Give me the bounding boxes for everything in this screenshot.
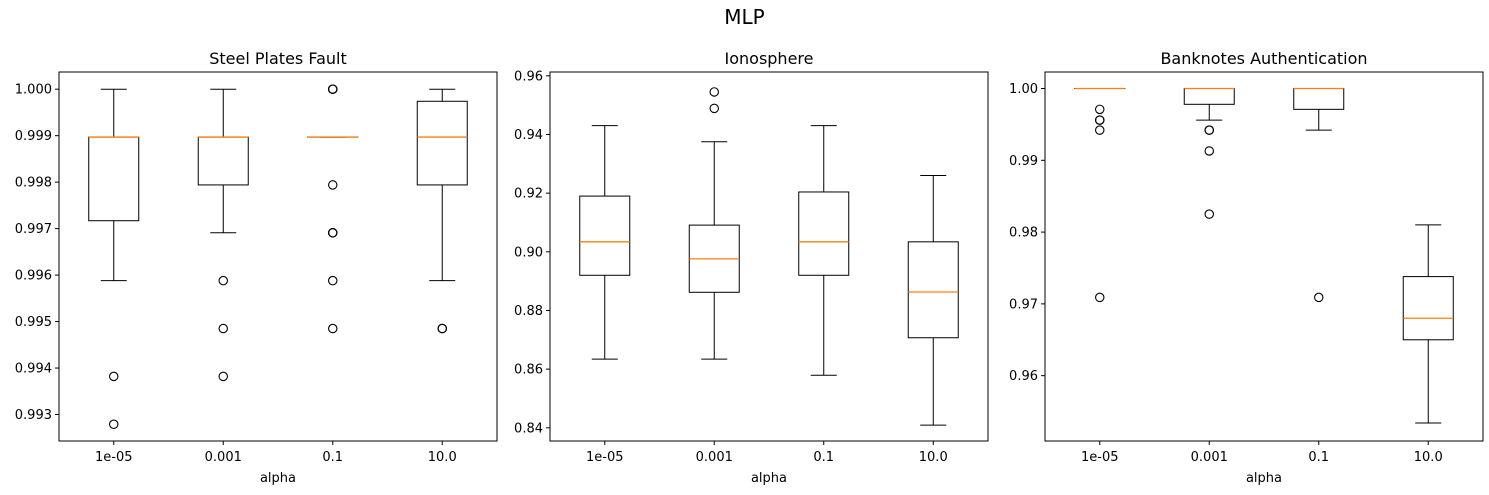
x-tick-label: 10.0 xyxy=(428,450,457,465)
iqr-box xyxy=(1293,88,1345,110)
figure-suptitle: MLP xyxy=(724,5,765,29)
flier-point xyxy=(1204,146,1215,156)
x-tick-label: 0.001 xyxy=(696,450,733,465)
flier-point xyxy=(1204,209,1215,219)
x-tick-label: 1e-05 xyxy=(95,450,133,465)
box-0.001 xyxy=(197,88,249,382)
flier-point xyxy=(327,228,338,238)
box-0.1 xyxy=(798,125,850,376)
flier-point xyxy=(1095,115,1105,125)
iqr-box xyxy=(579,195,631,276)
iqr-box xyxy=(1402,276,1454,341)
flier-point xyxy=(1314,292,1324,303)
flier-point xyxy=(327,323,338,334)
axes-frame xyxy=(549,71,989,442)
axes-frame xyxy=(1044,71,1484,442)
axes-frame xyxy=(58,71,498,442)
box-1e-05 xyxy=(1074,87,1126,303)
x-tick-label: 0.001 xyxy=(1191,450,1228,465)
y-tick-label: 0.998 xyxy=(15,176,52,191)
flier-point xyxy=(327,84,338,94)
x-tick-label: 1e-05 xyxy=(1081,450,1119,465)
y-tick-label: 0.995 xyxy=(15,315,52,330)
y-tick-label: 0.96 xyxy=(514,69,543,84)
y-tick-label: 0.90 xyxy=(514,245,543,260)
panel-title: Steel Plates Fault xyxy=(209,49,346,68)
x-tick-label: 1e-05 xyxy=(586,450,624,465)
y-tick-label: 0.94 xyxy=(514,128,543,143)
flier-point xyxy=(327,180,338,190)
x-tick-label: 10.0 xyxy=(1414,450,1443,465)
y-tick-label: 0.999 xyxy=(15,129,52,144)
box-0.1 xyxy=(307,84,359,334)
flier-point xyxy=(1095,104,1105,115)
iqr-box xyxy=(197,136,249,186)
box-10.0 xyxy=(1402,224,1454,424)
iqr-box xyxy=(88,136,140,222)
flier-point xyxy=(327,275,338,286)
box-10.0 xyxy=(416,88,468,334)
y-tick-label: 0.99 xyxy=(1009,154,1038,169)
y-tick-label: 0.98 xyxy=(1009,226,1038,241)
panel-title: Banknotes Authentication xyxy=(1160,49,1367,68)
y-tick-label: 0.86 xyxy=(514,363,543,378)
x-axis-label: alpha xyxy=(1246,471,1282,486)
y-tick-label: 0.88 xyxy=(514,304,543,319)
flier-point xyxy=(218,371,229,382)
chart-panel-3: Banknotes Authentication 0.96 0.97 0.98 0.99… xyxy=(1009,49,1484,486)
flier-point xyxy=(109,419,119,430)
flier-point xyxy=(1095,292,1105,303)
box-0.001 xyxy=(1183,87,1235,219)
x-tick-label: 0.1 xyxy=(813,450,834,465)
box-0.001 xyxy=(688,87,740,360)
iqr-box xyxy=(907,241,959,339)
iqr-box xyxy=(1183,88,1235,105)
chart-panel-2: Ionosphere 0.84 0.86 0.88 0.90 0.92 0.94 0.96 1e… xyxy=(514,49,989,486)
y-tick-label: 0.996 xyxy=(15,269,52,284)
y-tick-label: 0.92 xyxy=(514,187,543,202)
y-tick-label: 0.96 xyxy=(1009,369,1038,384)
x-tick-label: 0.1 xyxy=(322,450,343,465)
box-0.1 xyxy=(1293,87,1345,303)
flier-point xyxy=(218,275,229,286)
box-1e-05 xyxy=(88,88,140,430)
y-tick-label: 0.97 xyxy=(1009,297,1038,312)
y-tick-label: 1.000 xyxy=(15,83,52,98)
y-tick-label: 0.997 xyxy=(15,222,52,237)
x-axis-label: alpha xyxy=(260,471,296,486)
y-tick-label: 1.00 xyxy=(1009,82,1038,97)
flier-point xyxy=(709,87,719,97)
flier-point xyxy=(437,323,447,334)
iqr-box xyxy=(416,100,468,186)
box-1e-05 xyxy=(579,125,631,360)
flier-point xyxy=(109,371,119,382)
y-tick-label: 0.993 xyxy=(15,408,52,423)
flier-point xyxy=(709,103,719,114)
panel-title: Ionosphere xyxy=(725,49,814,68)
box-10.0 xyxy=(907,175,959,426)
flier-point xyxy=(1095,125,1105,135)
flier-point xyxy=(1204,125,1215,135)
x-axis-label: alpha xyxy=(751,471,787,486)
x-tick-label: 10.0 xyxy=(919,450,948,465)
x-tick-label: 0.001 xyxy=(205,450,242,465)
iqr-box xyxy=(798,191,850,276)
x-tick-label: 0.1 xyxy=(1308,450,1329,465)
chart-panel-1: Steel Plates Fault 0.993 0.994 0.995 0.996 0.… xyxy=(15,49,498,486)
flier-point xyxy=(218,323,229,334)
y-tick-label: 0.994 xyxy=(15,362,52,377)
y-tick-label: 0.84 xyxy=(514,421,543,436)
